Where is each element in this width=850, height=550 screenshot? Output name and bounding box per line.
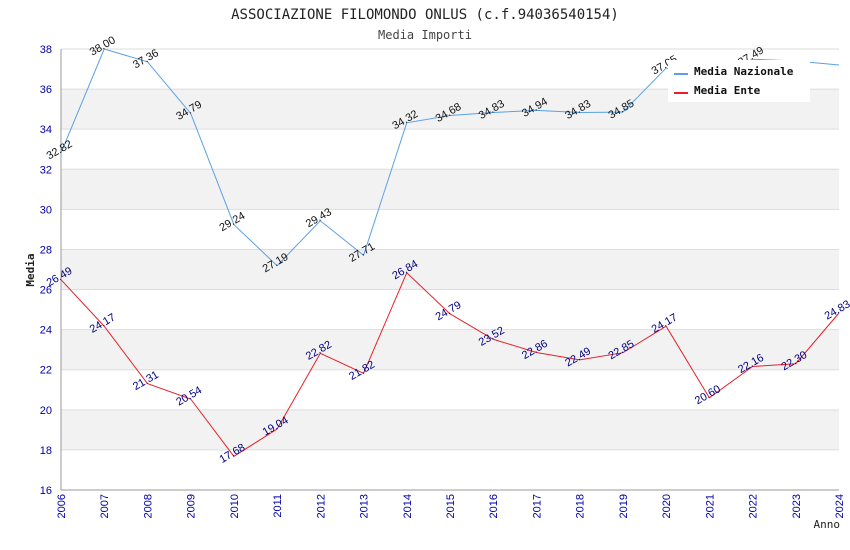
series-line-media-ente — [60, 271, 840, 457]
x-tick-label: 2013 — [359, 494, 371, 518]
x-axis-label: Anno — [814, 518, 841, 531]
x-tick-label: 2015 — [445, 494, 457, 518]
x-tick-label: 2011 — [272, 494, 284, 518]
grid-band — [61, 169, 839, 210]
plot-background — [61, 49, 839, 490]
x-tick-label: 2018 — [575, 494, 587, 518]
y-tick-label: 36 — [40, 84, 52, 96]
y-axis-label: Media — [24, 253, 37, 286]
x-tick-label: 2017 — [531, 494, 543, 518]
x-tick-label: 2009 — [186, 494, 198, 518]
y-tick-label: 18 — [40, 445, 52, 457]
x-tick-label: 2022 — [748, 494, 760, 518]
legend-label-media-ente: Media Ente — [694, 84, 761, 97]
chart-subtitle: Media Importi — [378, 28, 472, 42]
x-tick-label: 2014 — [402, 494, 414, 518]
y-tick-label: 24 — [40, 325, 52, 337]
x-tick-label: 2016 — [488, 494, 500, 518]
legend-label-media-nazionale: Media Nazionale — [694, 65, 794, 78]
grid-band — [61, 409, 839, 450]
legend-box — [668, 60, 810, 102]
y-tick-label: 30 — [40, 204, 52, 216]
y-tick-label: 32 — [40, 164, 52, 176]
y-tick-label: 34 — [40, 124, 52, 136]
x-tick-label: 2008 — [142, 494, 154, 518]
x-tick-label: 2010 — [229, 494, 241, 518]
x-tick-label: 2020 — [661, 494, 673, 518]
x-axis-ticks: 2006 2007 2008 2009 2010 2011 2012 2013 2014 2015… — [56, 494, 846, 518]
axes — [60, 49, 839, 491]
x-tick-label: 2023 — [791, 494, 803, 518]
x-tick-label: 2019 — [618, 494, 630, 518]
y-tick-label: 16 — [40, 485, 52, 497]
grid-band — [61, 249, 839, 290]
x-tick-label: 2007 — [99, 494, 111, 518]
x-tick-label: 2006 — [56, 494, 68, 518]
x-tick-label: 2024 — [834, 494, 846, 518]
x-tick-label: 2012 — [315, 494, 327, 518]
y-tick-label: 20 — [40, 405, 52, 417]
y-axis-ticks: 16 18 20 22 24 26 28 30 32 34 36 38 — [40, 44, 52, 497]
grid-band — [61, 329, 839, 370]
y-tick-label: 26 — [40, 285, 52, 297]
x-tick-label: 2021 — [704, 494, 716, 518]
chart-title: ASSOCIAZIONE FILOMONDO ONLUS (c.f.940365… — [231, 7, 619, 23]
legend: Media Nazionale Media Ente — [668, 60, 810, 102]
y-tick-label: 22 — [40, 365, 52, 377]
y-tick-label: 28 — [40, 244, 52, 256]
y-tick-label: 38 — [40, 44, 52, 56]
